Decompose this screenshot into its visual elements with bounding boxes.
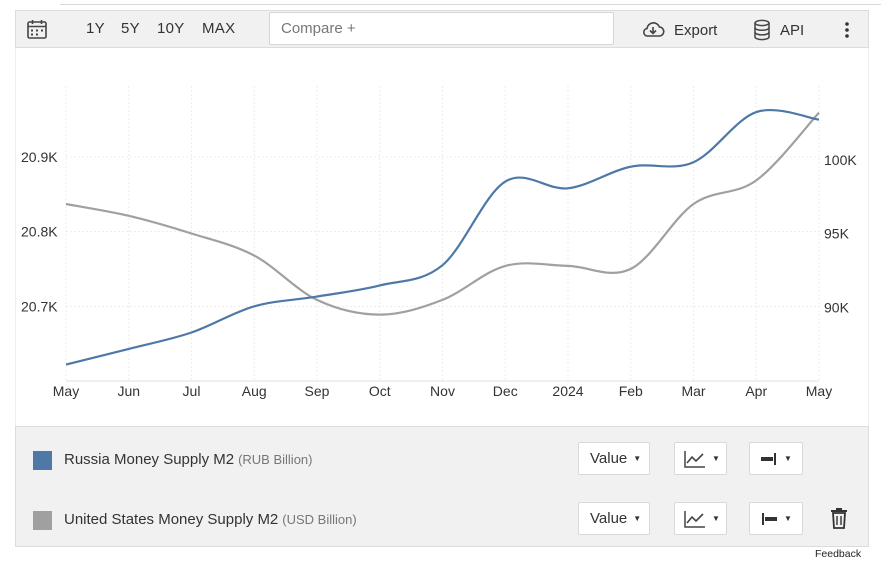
caret-down-icon: ▼: [633, 454, 642, 463]
chart-type-dropdown[interactable]: ▼: [674, 442, 727, 475]
x-tick-label: 2024: [552, 383, 583, 399]
left-axis-icon: [762, 512, 777, 525]
x-tick-label: Jun: [117, 383, 140, 399]
value-dropdown[interactable]: Value ▼: [578, 502, 650, 535]
right-y-tick-label: 90K: [824, 299, 850, 315]
series-unit: (RUB Billion): [238, 452, 313, 467]
chart-area: May Jun Jul Aug Sep Oct Nov Dec 2024 Feb Mar Apr May…: [15, 48, 869, 426]
legend-panel: Russia Money Supply M2 (RUB Billion) Valu…: [15, 426, 869, 547]
top-border: [60, 0, 881, 5]
series-color-swatch: [33, 451, 52, 470]
axis-side-dropdown[interactable]: ▼: [749, 442, 803, 475]
trash-icon[interactable]: [830, 507, 848, 529]
x-tick-label: Oct: [369, 383, 391, 399]
chart-type-dropdown[interactable]: ▼: [674, 502, 727, 535]
x-tick-label: Mar: [681, 383, 705, 399]
range-10y-button[interactable]: 10Y: [157, 20, 185, 37]
caret-down-icon: ▼: [633, 514, 642, 523]
legend-row-united-states: United States Money Supply M2 (USD Billio…: [16, 500, 868, 540]
caret-down-icon: ▼: [712, 454, 720, 463]
series-unit: (USD Billion): [282, 512, 357, 527]
series-name-text: Russia Money Supply M2: [64, 451, 235, 468]
export-button[interactable]: Export: [641, 18, 717, 42]
compare-input[interactable]: [269, 12, 614, 45]
line-chart-icon: [684, 450, 705, 468]
axis-side-dropdown[interactable]: ▼: [749, 502, 803, 535]
export-label: Export: [674, 21, 718, 39]
x-tick-label: Jul: [183, 383, 201, 399]
right-y-tick-label: 95K: [824, 226, 850, 242]
api-button[interactable]: API: [753, 18, 804, 42]
left-y-tick-label: 20.8K: [21, 224, 58, 240]
range-max-button[interactable]: MAX: [202, 20, 236, 37]
x-tick-label: Nov: [430, 383, 455, 399]
value-dropdown[interactable]: Value ▼: [578, 442, 650, 475]
right-axis-icon: [761, 452, 776, 465]
feedback-link[interactable]: Feedback: [815, 548, 862, 560]
line-chart: May Jun Jul Aug Sep Oct Nov Dec 2024 Feb Mar Apr May…: [21, 86, 857, 399]
right-y-tick-label: 100K: [824, 152, 857, 168]
caret-down-icon: ▼: [712, 514, 720, 523]
x-tick-label: May: [806, 383, 832, 399]
calendar-icon[interactable]: [26, 18, 48, 40]
series-color-swatch: [33, 511, 52, 530]
series-line-united-states: [65, 111, 820, 316]
more-options-icon[interactable]: [840, 20, 854, 40]
legend-row-russia: Russia Money Supply M2 (RUB Billion) Valu…: [16, 440, 868, 480]
x-tick-label: Dec: [493, 383, 518, 399]
database-icon: [754, 19, 770, 41]
cloud-download-icon: [643, 22, 665, 37]
x-tick-label: May: [53, 383, 79, 399]
x-tick-label: Feb: [619, 383, 643, 399]
line-chart-icon: [684, 510, 705, 528]
left-y-tick-label: 20.9K: [21, 149, 58, 165]
chart-toolbar: 1Y 5Y 10Y MAX Export API: [15, 10, 869, 48]
left-y-tick-label: 20.7K: [21, 298, 58, 314]
caret-down-icon: ▼: [784, 514, 792, 523]
api-label: API: [780, 21, 805, 39]
x-tick-label: Apr: [745, 383, 767, 399]
series-name: Russia Money Supply M2 (RUB Billion): [64, 451, 312, 468]
series-name: United States Money Supply M2 (USD Billio…: [64, 511, 357, 528]
x-tick-label: Aug: [242, 383, 267, 399]
range-5y-button[interactable]: 5Y: [121, 20, 140, 37]
value-dropdown-label: Value: [590, 510, 628, 527]
series-line-russia: [65, 108, 820, 366]
series-name-text: United States Money Supply M2: [64, 511, 279, 528]
x-tick-label: Sep: [305, 383, 330, 399]
value-dropdown-label: Value: [590, 450, 628, 467]
caret-down-icon: ▼: [784, 454, 792, 463]
range-1y-button[interactable]: 1Y: [86, 20, 105, 37]
